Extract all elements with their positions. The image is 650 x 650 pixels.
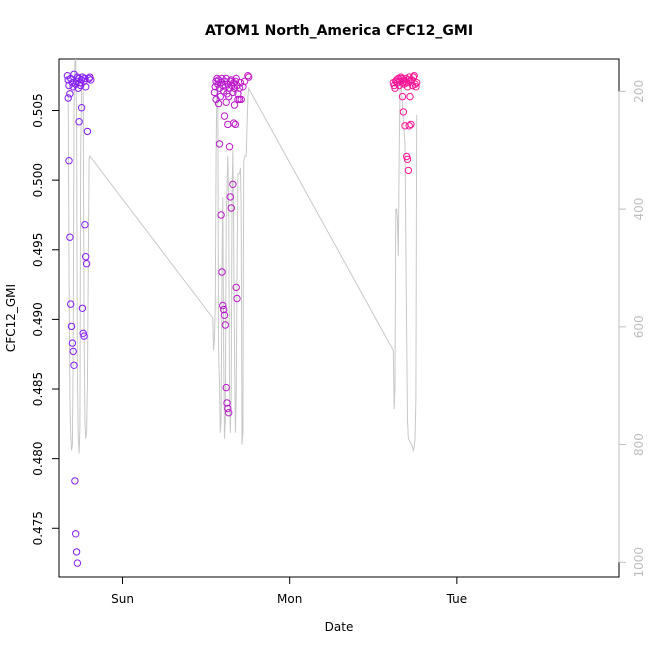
data-point bbox=[64, 94, 72, 102]
data-point bbox=[232, 74, 240, 83]
y-tick-label: 0.475 bbox=[31, 511, 45, 545]
data-point bbox=[67, 300, 75, 308]
data-point bbox=[245, 73, 253, 81]
data-point bbox=[230, 119, 238, 127]
data-point bbox=[230, 101, 239, 109]
data-point bbox=[244, 72, 252, 80]
y-axis-label: CFC12_GMI bbox=[4, 284, 18, 352]
data-point bbox=[225, 409, 233, 417]
data-point bbox=[235, 95, 244, 104]
data-point bbox=[232, 283, 240, 292]
data-point bbox=[80, 332, 88, 340]
data-point bbox=[214, 80, 222, 88]
data-point bbox=[71, 477, 79, 485]
data-point bbox=[412, 83, 420, 91]
y2-tick-label: 200 bbox=[632, 80, 646, 103]
y-tick-label: 0.480 bbox=[31, 441, 45, 475]
data-point bbox=[399, 108, 408, 116]
y-tick-label: 0.485 bbox=[31, 372, 45, 406]
data-point bbox=[82, 83, 90, 91]
data-point bbox=[235, 84, 244, 92]
data-point bbox=[65, 157, 73, 165]
y2-tick-label: 800 bbox=[632, 433, 646, 456]
data-point bbox=[83, 127, 92, 136]
plot-frame bbox=[58, 58, 620, 578]
data-point bbox=[68, 79, 77, 87]
data-point bbox=[404, 166, 413, 175]
data-point bbox=[231, 120, 240, 129]
data-point bbox=[226, 77, 235, 86]
data-point bbox=[77, 104, 86, 112]
data-point bbox=[409, 73, 418, 81]
data-point bbox=[81, 221, 89, 229]
y-tick-label: 0.505 bbox=[31, 93, 45, 127]
data-point bbox=[226, 193, 235, 201]
data-point bbox=[218, 268, 226, 276]
y2-axis: 200 400 600 800 1000 bbox=[618, 80, 646, 578]
y-tick-label: 0.500 bbox=[31, 163, 45, 197]
data-point bbox=[217, 211, 225, 219]
y-tick-label: 0.490 bbox=[31, 302, 45, 336]
data-point bbox=[406, 92, 414, 101]
x-axis: Sun Mon Tue bbox=[111, 576, 468, 606]
data-point bbox=[78, 304, 87, 312]
data-point bbox=[87, 76, 95, 84]
x-tick-label: Mon bbox=[277, 592, 302, 606]
data-point bbox=[410, 72, 418, 80]
x-axis-label: Date bbox=[325, 620, 354, 634]
data-point bbox=[227, 204, 235, 212]
x-tick-label: Tue bbox=[446, 592, 468, 606]
data-point bbox=[213, 74, 221, 83]
data-point bbox=[69, 347, 77, 356]
data-point bbox=[66, 233, 74, 241]
data-point bbox=[85, 74, 93, 83]
y2-tick-label: 400 bbox=[632, 198, 646, 221]
data-point bbox=[215, 140, 224, 148]
x-tick-label: Sun bbox=[111, 592, 134, 606]
data-point bbox=[222, 98, 230, 106]
data-point bbox=[66, 90, 74, 98]
y-tick-label: 0.495 bbox=[31, 233, 45, 267]
data-point bbox=[214, 99, 223, 108]
data-point bbox=[220, 112, 229, 120]
data-point bbox=[220, 311, 229, 319]
data-point bbox=[82, 253, 90, 261]
data-point bbox=[223, 399, 231, 407]
data-point bbox=[398, 92, 407, 101]
y2-tick-label: 1000 bbox=[632, 547, 646, 578]
data-point bbox=[212, 95, 220, 104]
data-point bbox=[75, 118, 83, 126]
data-point bbox=[222, 383, 230, 392]
data-point bbox=[224, 120, 232, 129]
data-point bbox=[413, 79, 421, 87]
data-point bbox=[407, 120, 415, 129]
data-point bbox=[403, 155, 412, 164]
data-point bbox=[221, 321, 230, 329]
data-point bbox=[72, 548, 81, 556]
data-point bbox=[236, 79, 245, 87]
chart-title: ATOM1 North_America CFC12_GMI bbox=[205, 23, 473, 39]
data-point bbox=[70, 361, 78, 369]
y2-tick-label: 600 bbox=[632, 315, 646, 338]
data-points bbox=[63, 70, 421, 567]
data-point bbox=[72, 530, 80, 538]
y-axis: 0.475 0.480 0.485 0.490 0.495 0.500 0.505 bbox=[31, 93, 60, 545]
data-point bbox=[73, 559, 82, 567]
data-point bbox=[229, 180, 237, 189]
data-point bbox=[67, 322, 76, 331]
data-point bbox=[225, 143, 234, 151]
data-point bbox=[220, 305, 228, 314]
pressure-trace bbox=[67, 58, 418, 454]
data-point bbox=[229, 88, 237, 97]
pressure-line bbox=[67, 58, 418, 454]
data-point bbox=[240, 77, 249, 86]
data-point bbox=[233, 294, 241, 303]
data-point bbox=[405, 122, 413, 130]
data-point bbox=[210, 88, 219, 97]
data-point bbox=[82, 260, 91, 268]
data-point bbox=[219, 301, 227, 310]
data-point bbox=[224, 404, 232, 413]
data-point bbox=[68, 339, 77, 347]
